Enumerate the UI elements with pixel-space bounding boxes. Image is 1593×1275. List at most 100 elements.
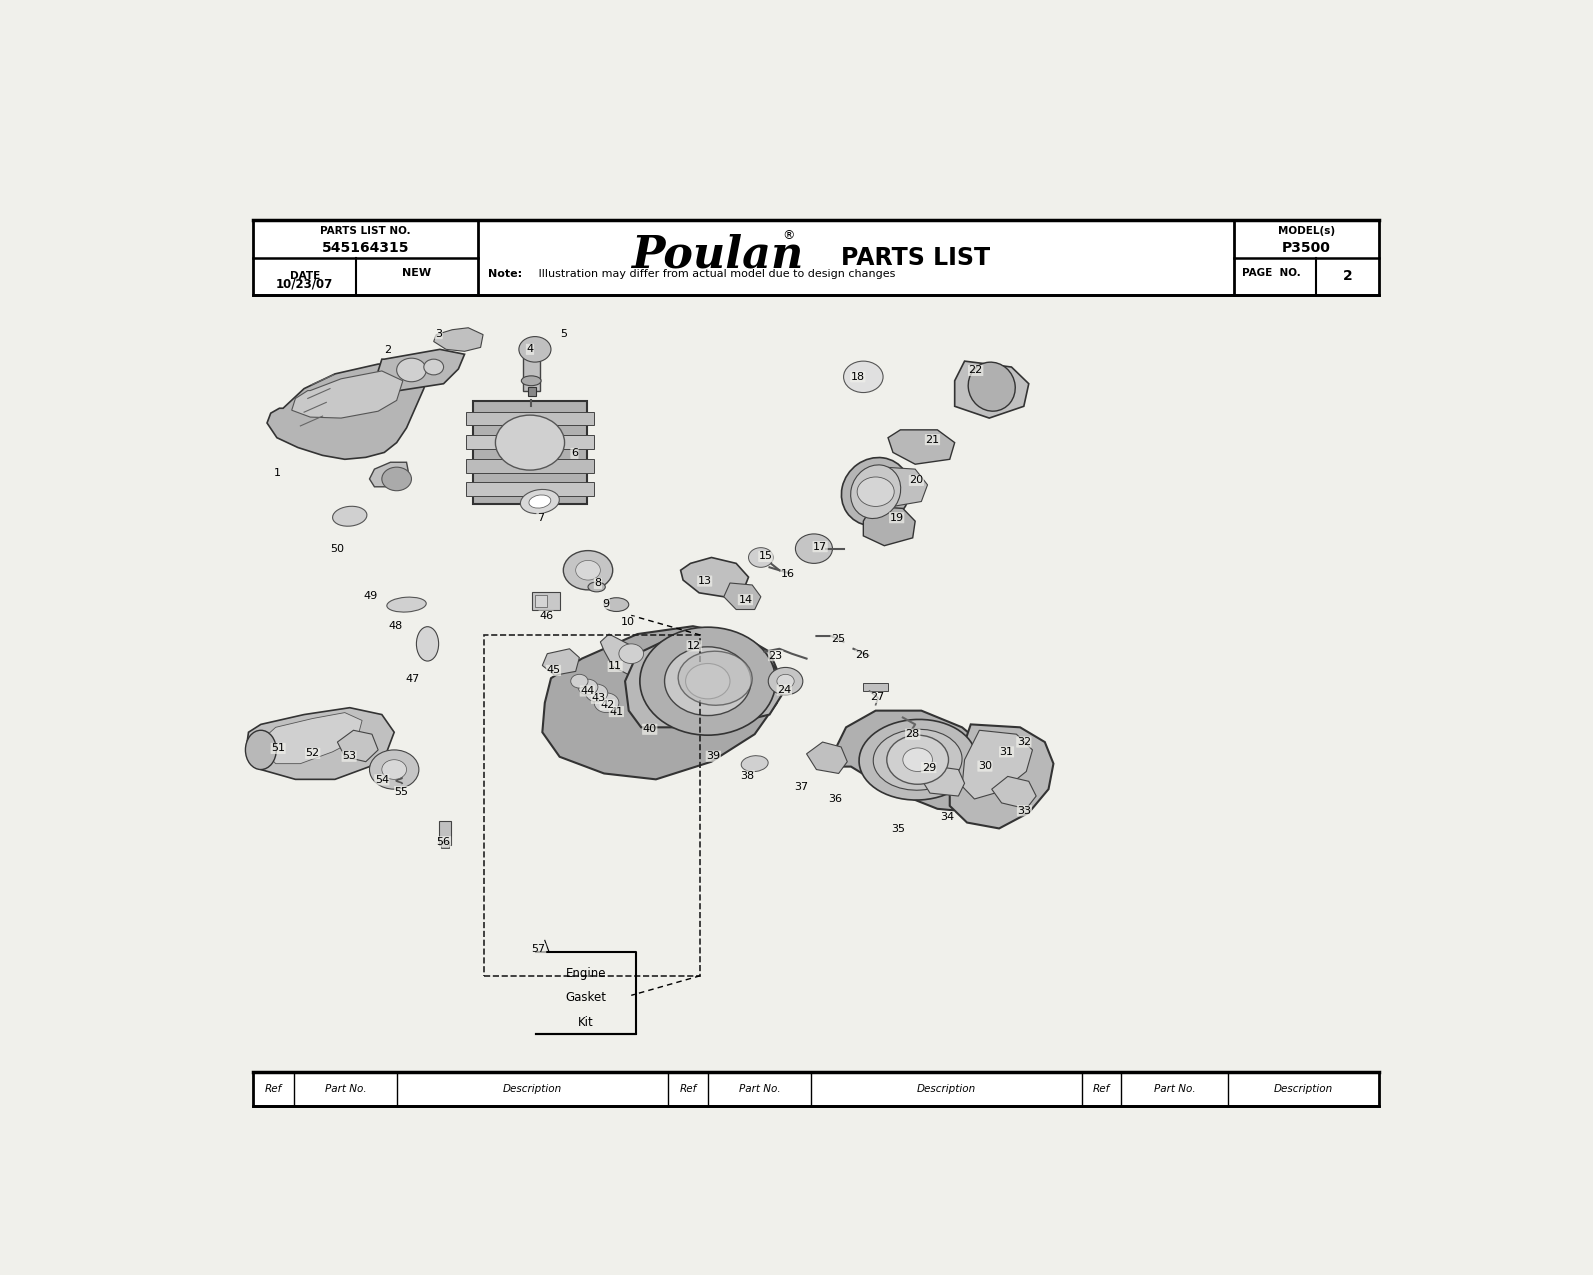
Circle shape (777, 674, 795, 688)
Text: 7: 7 (537, 514, 545, 523)
Ellipse shape (333, 506, 366, 527)
Polygon shape (601, 634, 653, 681)
Text: 57: 57 (532, 945, 546, 954)
Text: 29: 29 (922, 762, 935, 773)
Circle shape (382, 760, 406, 779)
Bar (863, 683, 887, 691)
Circle shape (495, 416, 564, 470)
Text: 36: 36 (828, 794, 843, 805)
Polygon shape (835, 710, 1004, 812)
Circle shape (575, 561, 601, 580)
Polygon shape (949, 724, 1053, 829)
Circle shape (424, 360, 443, 375)
Text: DATE: DATE (290, 272, 320, 282)
Text: Note:: Note: (487, 269, 523, 279)
Text: 41: 41 (610, 706, 623, 717)
Circle shape (594, 694, 618, 713)
Ellipse shape (521, 490, 559, 514)
Polygon shape (542, 649, 580, 676)
Ellipse shape (851, 465, 900, 519)
Circle shape (578, 680, 597, 695)
Text: 24: 24 (777, 685, 792, 695)
Text: 44: 44 (580, 686, 594, 696)
Ellipse shape (741, 756, 768, 771)
Bar (465, 459, 594, 473)
Polygon shape (378, 349, 465, 390)
Text: Ref: Ref (264, 1084, 282, 1094)
Polygon shape (292, 371, 403, 418)
Bar (473, 400, 586, 504)
Polygon shape (723, 583, 761, 609)
Polygon shape (878, 467, 927, 506)
Circle shape (370, 750, 419, 789)
Circle shape (519, 337, 551, 362)
Circle shape (857, 477, 894, 506)
Text: 30: 30 (978, 761, 992, 771)
Text: 3: 3 (435, 329, 443, 339)
Text: 45: 45 (546, 666, 561, 676)
Text: 17: 17 (812, 542, 827, 552)
Text: PAGE  NO.: PAGE NO. (1243, 268, 1301, 278)
Text: 21: 21 (926, 435, 940, 445)
Text: Description: Description (503, 1084, 562, 1094)
Bar (253, 221, 1380, 295)
Text: 32: 32 (1016, 737, 1031, 747)
Circle shape (887, 736, 948, 784)
Ellipse shape (529, 495, 551, 509)
Text: 39: 39 (706, 751, 720, 761)
Text: 47: 47 (406, 674, 421, 685)
Text: 18: 18 (851, 372, 865, 381)
Text: 10: 10 (621, 617, 634, 627)
Ellipse shape (859, 719, 977, 799)
Polygon shape (680, 557, 749, 597)
Text: 42: 42 (601, 700, 615, 710)
Text: 16: 16 (781, 569, 795, 579)
Circle shape (844, 361, 883, 393)
Text: 8: 8 (594, 579, 602, 589)
Text: Description: Description (918, 1084, 977, 1094)
Text: Engine: Engine (566, 966, 607, 979)
Text: 13: 13 (698, 576, 712, 587)
Polygon shape (992, 776, 1035, 808)
Ellipse shape (245, 731, 276, 770)
Text: ®: ® (782, 230, 795, 242)
Text: 51: 51 (271, 743, 285, 754)
Text: Ref: Ref (679, 1084, 696, 1094)
Text: Part No.: Part No. (1153, 1084, 1195, 1094)
Text: 25: 25 (832, 635, 844, 644)
Text: Poulan: Poulan (631, 233, 804, 277)
Polygon shape (338, 731, 378, 761)
Circle shape (586, 685, 609, 701)
Ellipse shape (679, 652, 752, 705)
Polygon shape (433, 328, 483, 352)
Polygon shape (624, 634, 782, 727)
Text: 6: 6 (570, 449, 578, 459)
Text: 1: 1 (274, 468, 280, 478)
Text: 55: 55 (395, 787, 408, 797)
Bar (523, 342, 540, 390)
Text: Gasket: Gasket (566, 992, 607, 1005)
Polygon shape (962, 731, 1032, 799)
Text: NEW: NEW (403, 268, 432, 278)
Text: 33: 33 (1018, 806, 1031, 816)
Text: MODEL(s): MODEL(s) (1278, 226, 1335, 236)
Text: Illustration may differ from actual model due to design changes: Illustration may differ from actual mode… (535, 269, 895, 279)
Text: Part No.: Part No. (739, 1084, 781, 1094)
Bar (465, 435, 594, 449)
Ellipse shape (841, 458, 910, 525)
Text: 2: 2 (384, 344, 392, 354)
Text: 19: 19 (889, 513, 903, 523)
Text: 48: 48 (389, 621, 403, 631)
Bar (253, 1072, 1380, 1107)
Text: 38: 38 (741, 771, 755, 780)
Text: 43: 43 (591, 694, 605, 704)
Text: 54: 54 (374, 775, 389, 785)
Circle shape (382, 467, 411, 491)
Ellipse shape (873, 729, 962, 790)
Bar (438, 821, 451, 845)
Text: 2: 2 (1343, 269, 1352, 283)
Ellipse shape (969, 362, 1015, 411)
Circle shape (564, 551, 613, 590)
Text: 15: 15 (758, 552, 773, 561)
Text: 56: 56 (436, 836, 451, 847)
